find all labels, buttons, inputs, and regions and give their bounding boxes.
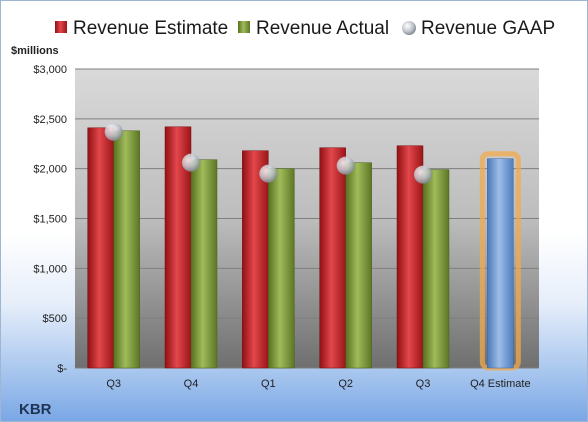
bar-revenue-actual-estimate (487, 158, 514, 369)
x-tick-label: Q4 (184, 378, 199, 390)
legend-label-gaap: Revenue GAAP (421, 18, 555, 39)
bar-revenue-estimate (242, 150, 269, 369)
x-tick-label: Q2 (338, 378, 353, 390)
gridlines (75, 68, 539, 369)
marker-revenue-gaap (182, 153, 200, 172)
y-axis-ticks: $- $500 $1,000 $1,500 $2,000 $2,500 $3,000 (33, 64, 67, 375)
company-label: KBR (19, 401, 52, 418)
legend: Revenue Estimate Revenue Actual Revenue … (55, 18, 555, 39)
bar-revenue-estimate (396, 145, 424, 369)
x-axis-ticks: Q3 Q4 Q1 Q2 Q3 Q4 Estimate (106, 378, 530, 390)
legend-label-actual: Revenue Actual (256, 18, 389, 39)
bar-revenue-estimate (319, 147, 346, 369)
marker-revenue-gaap (336, 156, 355, 175)
y-tick-label: $2,500 (33, 114, 67, 126)
x-tick-label: Q3 (416, 378, 431, 390)
y-tick-label: $2,000 (33, 164, 67, 176)
x-tick-label: Q3 (106, 378, 121, 390)
marker-revenue-gaap (259, 164, 278, 183)
x-tick-label: Q1 (261, 378, 276, 390)
legend-swatch-estimate (55, 21, 67, 33)
marker-revenue-gaap (104, 122, 123, 141)
legend-label-estimate: Revenue Estimate (73, 18, 228, 39)
x-tick-label: Q4 Estimate (470, 378, 531, 390)
bar-revenue-actual (345, 162, 372, 369)
y-tick-label: $3,000 (33, 64, 67, 76)
bar-revenue-actual (422, 169, 450, 369)
gaap-markers (104, 122, 432, 184)
legend-swatch-gaap (402, 21, 416, 35)
bar-revenue-actual (190, 159, 218, 369)
y-tick-label: $- (57, 363, 67, 375)
bars (87, 126, 514, 369)
marker-revenue-gaap (414, 165, 432, 184)
y-tick-label: $500 (43, 313, 67, 325)
bar-revenue-actual (268, 168, 295, 369)
bar-revenue-estimate (87, 127, 114, 369)
y-tick-label: $1,000 (33, 263, 67, 275)
bar-revenue-actual (113, 130, 140, 369)
y-tick-label: $1,500 (33, 214, 67, 226)
y-axis-unit-label: $millions (11, 45, 59, 57)
legend-swatch-actual (238, 21, 250, 33)
